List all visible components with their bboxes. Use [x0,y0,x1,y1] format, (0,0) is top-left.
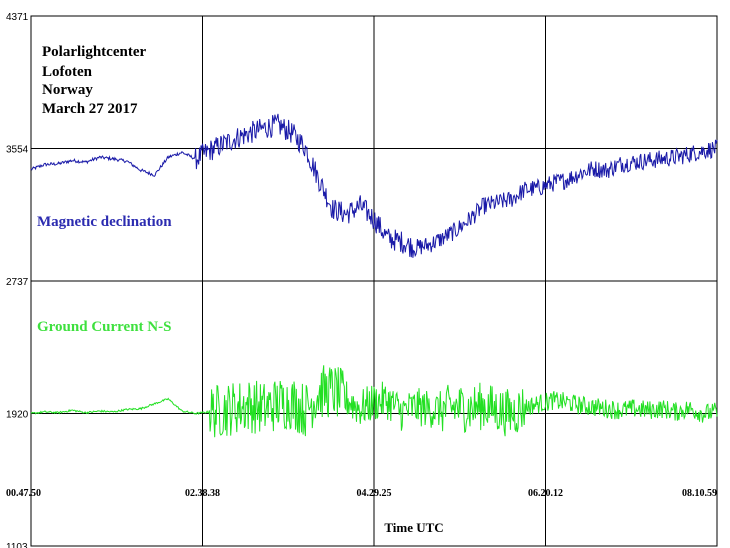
y-tick-label: 1103 [6,542,28,548]
x-tick-label: 04.29.25 [357,488,392,499]
grid-layer [30,15,718,547]
y-tick-labels: 4371 3554 2737 1920 1103 [6,12,29,548]
x-axis-label: Time UTC [384,520,443,535]
series-layer [30,113,718,438]
series-line-ground-current [30,365,718,438]
station-line-4: March 27 2017 [42,101,138,117]
station-info: Polarlightcenter Lofoten Norway March 27… [42,44,146,117]
x-tick-label: 06.20.12 [528,488,563,499]
y-tick-label: 2737 [6,277,29,288]
x-tick-labels: 00.47.50 02.38.38 04.29.25 06.20.12 08.10.59 [6,488,717,499]
station-line-2: Lofoten [42,64,93,80]
x-tick-label: 00.47.50 [6,488,41,499]
x-tick-label: 02.38.38 [185,488,220,499]
y-tick-label: 4371 [6,12,29,23]
x-tick-label: 08.10.59 [682,488,717,499]
station-line-1: Polarlightcenter [42,44,146,60]
series-label-ground: Ground Current N-S [37,319,171,335]
series-line-declination [30,113,718,258]
series-label-declination: Magnetic declination [37,214,172,230]
station-line-3: Norway [42,82,93,98]
y-tick-label: 1920 [6,410,29,421]
y-tick-label: 3554 [6,145,29,156]
